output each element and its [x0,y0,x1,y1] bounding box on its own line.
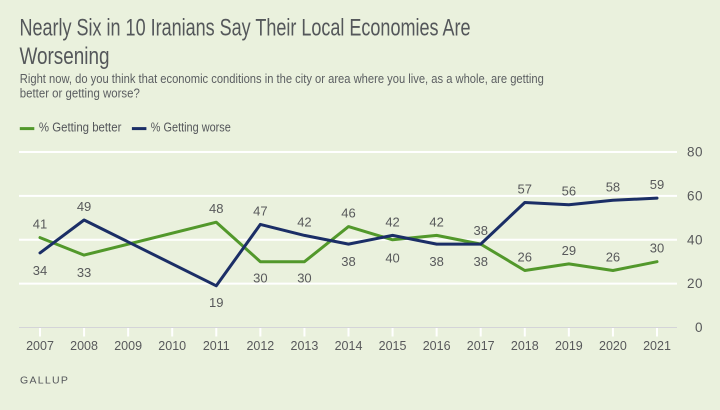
svg-text:2009: 2009 [114,339,142,353]
svg-text:42: 42 [429,214,443,229]
svg-text:40: 40 [687,232,703,247]
svg-text:80: 80 [687,145,703,160]
svg-text:2021: 2021 [643,339,671,353]
svg-text:2020: 2020 [599,339,627,353]
svg-text:2013: 2013 [291,339,319,353]
svg-text:2018: 2018 [511,339,539,353]
svg-text:26: 26 [606,250,620,265]
svg-text:% Getting better: % Getting better [39,119,122,134]
svg-text:38: 38 [473,223,487,238]
svg-text:2007: 2007 [26,339,54,353]
svg-text:GALLUP: GALLUP [20,375,69,387]
svg-text:% Getting worse: % Getting worse [151,119,231,134]
svg-text:30: 30 [297,271,311,286]
svg-text:2015: 2015 [379,339,407,353]
svg-text:48: 48 [209,201,223,216]
svg-text:60: 60 [687,188,703,203]
svg-text:2014: 2014 [335,339,363,353]
svg-text:Right now, do you think that e: Right now, do you think that economic co… [20,71,544,86]
svg-text:57: 57 [518,182,532,197]
svg-text:58: 58 [606,179,620,194]
svg-text:47: 47 [253,203,267,218]
svg-text:38: 38 [429,254,443,269]
svg-text:42: 42 [297,214,311,229]
svg-text:46: 46 [341,206,355,221]
svg-text:38: 38 [341,254,355,269]
svg-text:0: 0 [695,320,703,335]
svg-text:49: 49 [77,199,91,214]
svg-text:41: 41 [33,217,47,232]
svg-text:19: 19 [209,295,223,310]
svg-text:34: 34 [33,263,47,278]
svg-text:2017: 2017 [467,339,495,353]
svg-text:40: 40 [385,250,399,265]
svg-text:33: 33 [77,265,91,280]
svg-text:2016: 2016 [423,339,451,353]
svg-text:2010: 2010 [158,339,186,353]
svg-text:56: 56 [562,184,576,199]
svg-text:26: 26 [518,250,532,265]
svg-text:30: 30 [650,241,664,256]
svg-text:better or getting worse?: better or getting worse? [20,86,140,101]
svg-text:42: 42 [385,214,399,229]
svg-text:Worsening: Worsening [20,43,110,70]
svg-text:2012: 2012 [246,339,274,353]
svg-text:30: 30 [253,271,267,286]
svg-text:59: 59 [650,177,664,192]
svg-text:20: 20 [687,276,703,291]
svg-text:29: 29 [562,243,576,258]
svg-text:2008: 2008 [70,339,98,353]
svg-text:2011: 2011 [203,339,230,353]
svg-text:2019: 2019 [555,339,583,353]
svg-text:Nearly Six in 10 Iranians Say: Nearly Six in 10 Iranians Say Their Loca… [20,15,471,42]
svg-text:38: 38 [473,254,487,269]
